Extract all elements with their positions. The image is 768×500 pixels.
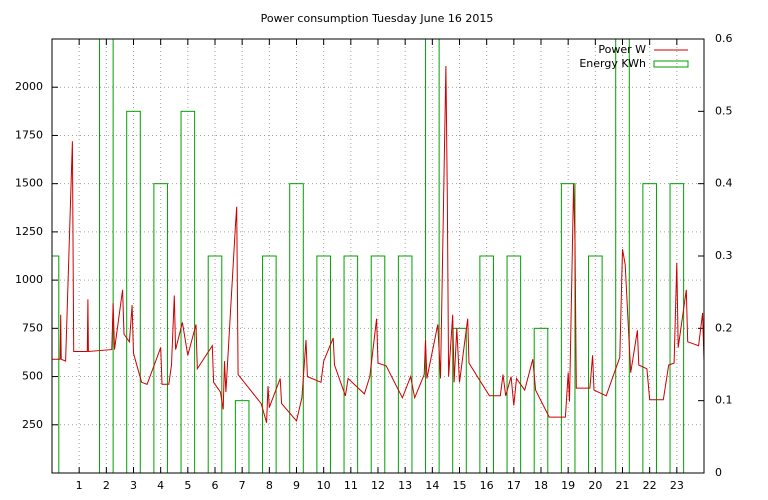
energy-bar [425,39,440,473]
y-tick-label: 1750 [15,128,43,141]
x-tick-label: 1 [76,479,83,492]
energy-bar [452,327,467,473]
legend-label: Power W [598,43,646,56]
x-tick-label: 20 [588,479,602,492]
energy-bar [669,183,685,473]
y2-tick-label: 0.2 [715,321,733,334]
x-tick-label: 23 [670,479,684,492]
plot-frame [51,38,705,474]
y2-tick-label: 0.6 [715,32,733,45]
x-tick-label: 13 [398,479,412,492]
x-tick-label: 3 [130,479,137,492]
y2-tick-label: 0.1 [715,394,733,407]
energy-bar [289,183,304,473]
energy-bar [126,110,141,473]
x-tick-label: 14 [425,479,439,492]
energy-bar [506,255,522,473]
x-tick-label: 18 [534,479,548,492]
energy-bar [397,255,413,473]
x-tick-label: 15 [453,479,467,492]
chart-title: Power consumption Tuesday June 16 2015 [261,12,494,25]
x-tick-label: 17 [507,479,521,492]
y-tick-label: 1500 [15,177,43,190]
energy-bar [560,183,576,473]
x-tick-label: 4 [157,479,164,492]
energy-bar [207,255,223,473]
x-tick-label: 19 [561,479,575,492]
x-tick-label: 12 [371,479,385,492]
y-tick-label: 750 [22,321,43,334]
y2-tick-label: 0 [715,466,722,479]
y-tick-label: 1250 [15,225,43,238]
energy-bar [180,110,196,473]
y-tick-label: 1000 [15,273,43,286]
energy-bar [316,255,331,473]
energy-bar [642,183,657,473]
legend-label: Energy KWh [579,57,646,70]
energy-bar [479,255,494,473]
energy-bar [262,255,277,473]
energy-bar [343,255,359,473]
y-tick-label: 500 [22,370,43,383]
x-tick-label: 7 [239,479,246,492]
energy-bar [52,255,60,473]
x-tick-label: 5 [184,479,191,492]
x-tick-label: 8 [266,479,273,492]
plot-area [52,39,704,473]
y-tick-label: 250 [22,418,43,431]
x-tick-label: 22 [643,479,657,492]
x-tick-label: 9 [293,479,300,492]
energy-bar [588,255,603,473]
legend-swatch [653,60,689,68]
x-tick-label: 10 [317,479,331,492]
y-tick-label: 2000 [15,80,43,93]
x-tick-label: 2 [103,479,110,492]
energy-bar [153,183,168,473]
x-tick-label: 21 [616,479,630,492]
energy-bar [533,327,549,473]
energy-bar [99,39,114,473]
energy-bar [615,39,630,473]
x-tick-label: 11 [344,479,358,492]
power-line [52,65,704,423]
x-tick-label: 6 [212,479,219,492]
y2-tick-label: 0.4 [715,177,733,190]
y2-tick-label: 0.3 [715,249,733,262]
y2-tick-label: 0.5 [715,104,733,117]
x-tick-label: 16 [480,479,494,492]
